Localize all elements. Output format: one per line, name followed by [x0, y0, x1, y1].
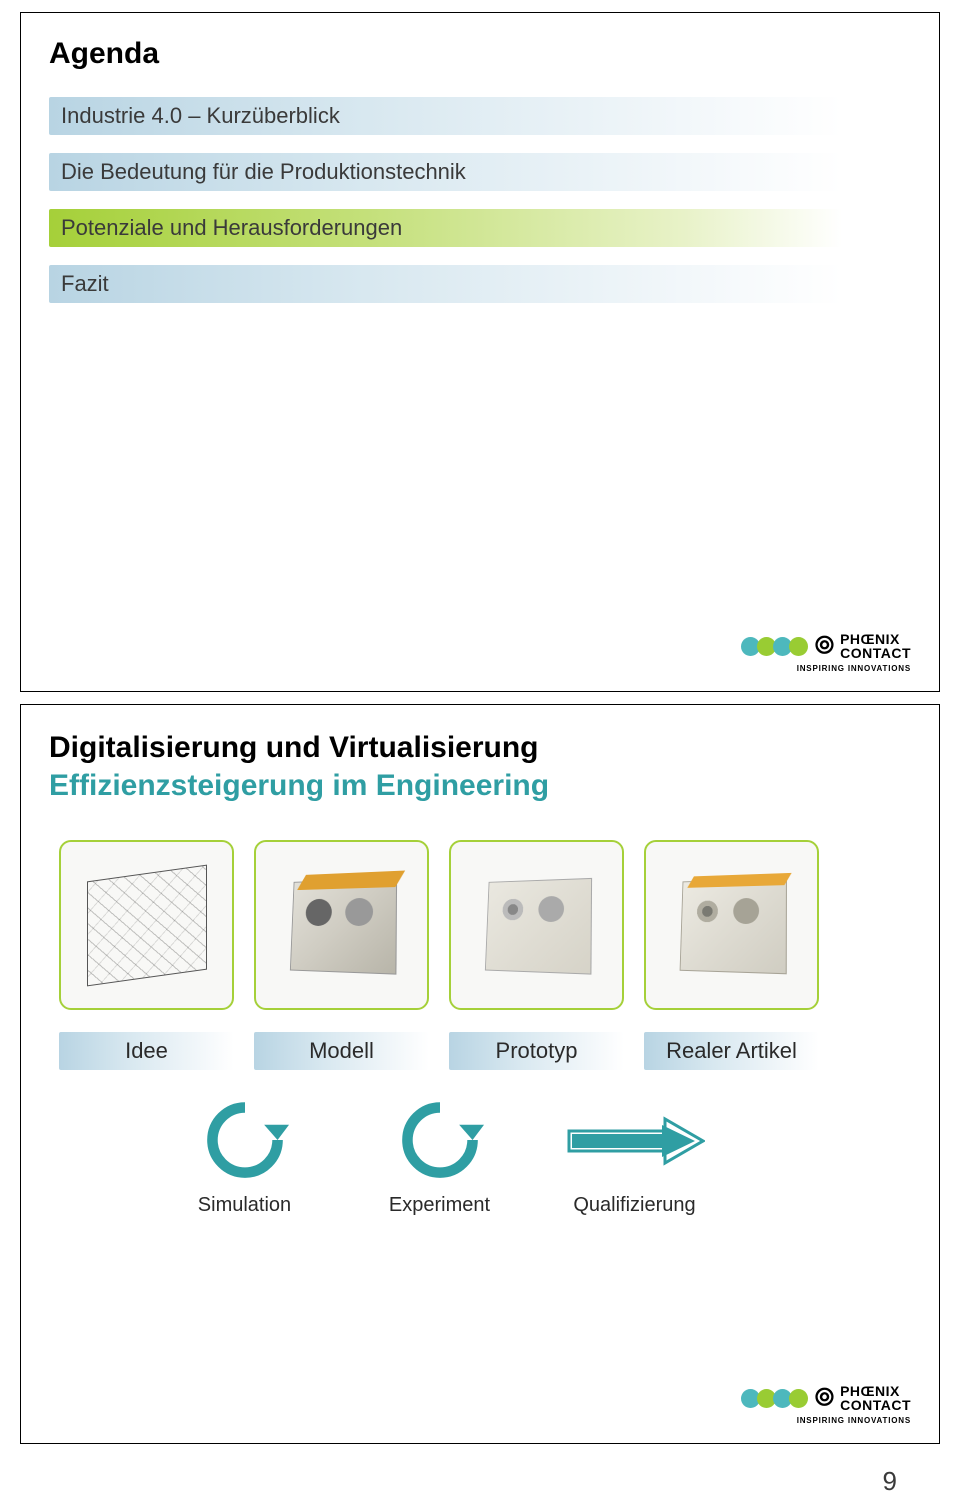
- slide2-heading: Digitalisierung und Virtualisierung: [49, 729, 911, 767]
- transition-label-1: Experiment: [352, 1194, 527, 1217]
- brand-line1: PHŒNIX: [840, 632, 911, 646]
- stage-labels-row: Idee Modell Prototyp Realer Artikel: [59, 1032, 911, 1070]
- agenda-item-3: Fazit: [49, 265, 842, 303]
- brand-tagline: INSPIRING INNOVATIONS: [797, 664, 911, 673]
- brand-line2: CONTACT: [840, 646, 911, 660]
- brand-tagline: INSPIRING INNOVATIONS: [797, 1416, 911, 1425]
- slide2-subheading: Effizienzsteigerung im Engineering: [49, 767, 911, 805]
- stage-image-idee: [59, 840, 234, 1010]
- brand-symbol-icon: ⦾: [815, 1387, 834, 1409]
- cycle-icon: [157, 1096, 332, 1186]
- page-number: 9: [883, 1466, 897, 1497]
- stage-label-2: Prototyp: [449, 1032, 624, 1070]
- brand-logo: ⦾ PHŒNIX CONTACT INSPIRING INNOVATIONS: [741, 1384, 911, 1425]
- stages-row: [59, 840, 911, 1010]
- stage-label-3: Realer Artikel: [644, 1032, 819, 1070]
- stage-image-modell: [254, 840, 429, 1010]
- stage-label-1: Modell: [254, 1032, 429, 1070]
- slide-digitalisation: Digitalisierung und Virtualisierung Effi…: [20, 704, 940, 1444]
- stage-image-prototyp: [449, 840, 624, 1010]
- agenda-item-0: Industrie 4.0 – Kurzüberblick: [49, 97, 842, 135]
- transition-labels: Simulation Experiment Qualifizierung: [59, 1194, 911, 1217]
- brand-dots: [741, 637, 805, 656]
- slide-agenda: Agenda Industrie 4.0 – Kurzüberblick Die…: [20, 12, 940, 692]
- stage-label-0: Idee: [59, 1032, 234, 1070]
- slide1-title: Agenda: [49, 37, 911, 71]
- arrow-right-icon: [547, 1113, 722, 1169]
- stage-image-realer-artikel: [644, 840, 819, 1010]
- brand-logo: ⦾ PHŒNIX CONTACT INSPIRING INNOVATIONS: [741, 632, 911, 673]
- transition-label-0: Simulation: [157, 1194, 332, 1217]
- agenda-item-2: Potenziale und Herausforderungen: [49, 209, 842, 247]
- dot-icon: [789, 637, 808, 656]
- transition-label-2: Qualifizierung: [547, 1194, 722, 1217]
- cycle-icon: [352, 1096, 527, 1186]
- transition-arrows: [59, 1096, 911, 1186]
- brand-dots: [741, 1389, 805, 1408]
- dot-icon: [789, 1389, 808, 1408]
- agenda-item-1: Die Bedeutung für die Produktionstechnik: [49, 153, 842, 191]
- brand-symbol-icon: ⦾: [815, 635, 834, 657]
- brand-line1: PHŒNIX: [840, 1384, 911, 1398]
- brand-line2: CONTACT: [840, 1398, 911, 1412]
